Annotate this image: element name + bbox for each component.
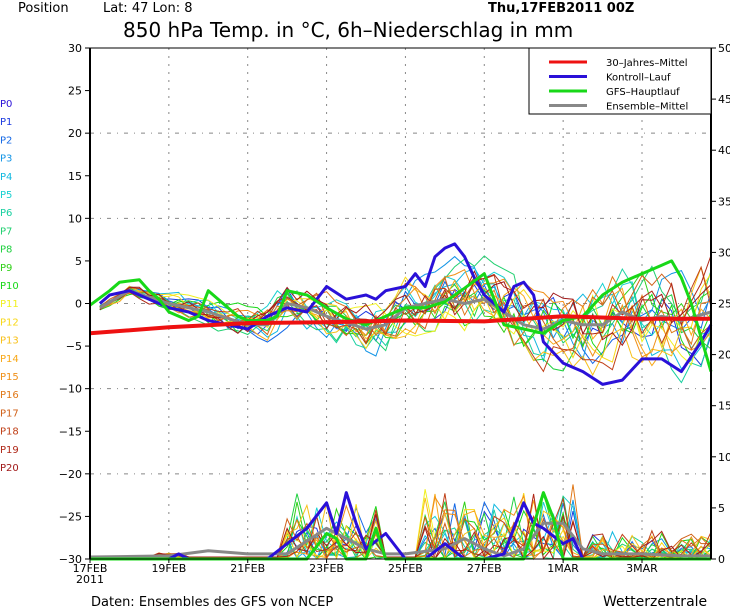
y-right-tick-label: 45 <box>718 93 730 106</box>
member-label: P5 <box>0 190 12 201</box>
legend: 30–Jahres–Mittel Kontroll–Lauf GFS–Hauptla… <box>528 47 712 115</box>
member-label: P7 <box>0 226 12 237</box>
member-label: P15 <box>0 372 19 383</box>
legend-label: Kontroll–Lauf <box>606 73 671 84</box>
y-left-tick-label: 20 <box>68 127 82 140</box>
brand-label: Wetterzentrale <box>603 594 707 609</box>
temp-line-gfshauptlauf <box>89 259 713 373</box>
y-right-tick-label: 5 <box>718 502 725 515</box>
y-right-tick-label: 25 <box>718 298 730 311</box>
y-right-tick-label: 40 <box>718 144 730 157</box>
member-label: P2 <box>0 135 12 146</box>
member-label: P9 <box>0 263 12 274</box>
y-left-tick-label: −5 <box>66 340 82 353</box>
y-right-tick-label: 10 <box>718 451 730 464</box>
lat-lon: Lat: 47 Lon: 8 <box>103 1 192 16</box>
member-label: P6 <box>0 208 12 219</box>
member-label: P19 <box>0 445 19 456</box>
x-tick-label: 21FEB <box>230 562 265 575</box>
run-time: Thu,17FEB2011 00Z <box>488 1 634 16</box>
y-left-tick-label: −25 <box>59 510 82 523</box>
member-label: P3 <box>0 154 12 165</box>
ensemble-member-precip-line <box>99 493 712 560</box>
member-label: P8 <box>0 245 12 256</box>
y-left-tick-label: 0 <box>75 298 82 311</box>
temp-line-jahresmittel <box>89 314 711 336</box>
y-left-tick-label: 5 <box>75 255 82 268</box>
member-label: P10 <box>0 281 19 292</box>
member-label: P11 <box>0 299 19 310</box>
legend-label: Ensemble–Mittel <box>606 102 688 113</box>
member-label: P20 <box>0 463 19 474</box>
axis-labels: 17FEB2011 19FEB 21FEB 23FEB 25FEB 27FEB 1MAR 3M… <box>59 42 730 586</box>
y-left-tick-label: 10 <box>68 212 82 225</box>
legend-label: GFS–Hauptlauf <box>606 87 680 98</box>
member-label: P17 <box>0 408 19 419</box>
x-tick-label: 3MAR <box>626 562 658 575</box>
ensemble-member-precip-line <box>99 493 712 561</box>
ensemble-member-precip-line <box>99 489 712 561</box>
chart-title: 850 hPa Temp. in °C, 6h–Niederschlag in … <box>123 18 573 42</box>
x-tick-label: 19FEB <box>151 562 186 575</box>
y-left-tick-label: 15 <box>68 170 82 183</box>
y-right-tick-label: 35 <box>718 195 730 208</box>
grid <box>90 48 711 559</box>
member-label: P4 <box>0 172 12 183</box>
y-left-tick-label: −20 <box>59 468 82 481</box>
y-left-tick-label: 30 <box>68 42 82 55</box>
x-tick-label: 27FEB <box>467 562 502 575</box>
y-right-tick-label: 0 <box>718 553 725 566</box>
member-label: P12 <box>0 317 19 328</box>
y-right-tick-label: 15 <box>718 400 730 413</box>
member-label: P0 <box>0 99 12 110</box>
member-label: P13 <box>0 336 19 347</box>
y-left-tick-label: −30 <box>59 553 82 566</box>
ensemble-member-precip-line <box>99 492 712 561</box>
legend-box <box>528 47 712 115</box>
y-left-tick-label: 25 <box>68 85 82 98</box>
y-left-tick-label: −10 <box>59 383 82 396</box>
x-tick-label: 1MAR <box>547 562 579 575</box>
ensemble-member-temp-line <box>99 275 712 347</box>
ensemble-member-precip-line <box>99 493 712 560</box>
x-tick-label: 17FEB <box>73 562 108 575</box>
legend-label: 30–Jahres–Mittel <box>606 58 688 69</box>
y-right-tick-label: 30 <box>718 246 730 259</box>
ensemble-member-precip-line <box>99 500 712 560</box>
member-label: P18 <box>0 427 19 438</box>
member-label: P1 <box>0 117 12 128</box>
y-left-tick-label: −15 <box>59 425 82 438</box>
member-list: P0 P1 P2 P3 P4 P5 P6 P7 P8 P9 P10 P11 P12 P13 P14 P15 P1… <box>0 99 19 474</box>
precip-line-ensemblemittel <box>89 521 711 559</box>
ensemble-member-precip-line <box>99 492 712 560</box>
member-label: P14 <box>0 354 19 365</box>
x-tick-sublabel: 2011 <box>76 573 104 586</box>
x-tick-label: 25FEB <box>388 562 423 575</box>
position-label: Position <box>18 1 69 16</box>
y-right-tick-label: 20 <box>718 349 730 362</box>
member-label: P16 <box>0 390 19 401</box>
y-right-tick-label: 50 <box>718 42 730 55</box>
x-tick-label: 23FEB <box>309 562 344 575</box>
data-source: Daten: Ensembles des GFS von NCEP <box>91 595 333 609</box>
